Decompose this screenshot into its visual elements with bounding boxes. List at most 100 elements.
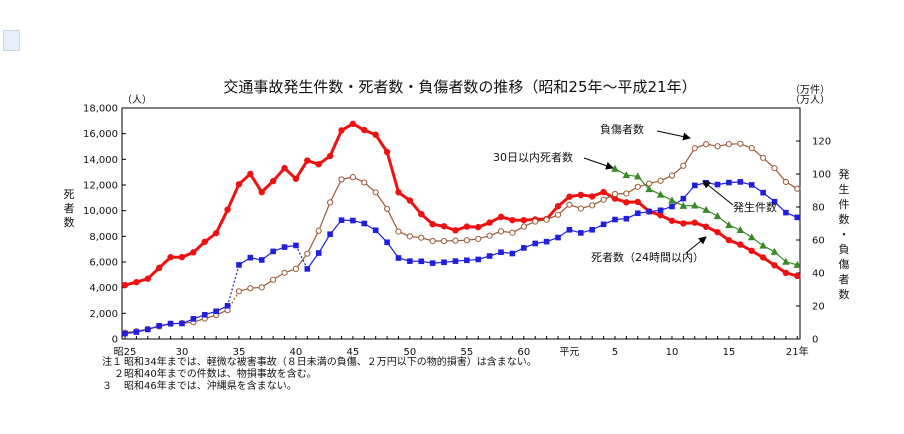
right-axis-label-char: 数: [839, 213, 850, 226]
data-point: [406, 233, 413, 240]
data-point: [429, 221, 436, 228]
data-point: [566, 226, 573, 233]
right-axis-label-char: ・: [839, 228, 850, 241]
data-point: [304, 266, 311, 272]
data-point: [611, 190, 619, 198]
note-number: 注１: [102, 357, 122, 368]
data-point: [372, 131, 379, 138]
data-point: [144, 326, 151, 333]
data-point: [566, 193, 573, 200]
series-line: [227, 264, 240, 306]
data-point: [612, 216, 618, 223]
data-point: [486, 232, 493, 239]
data-point: [577, 191, 584, 199]
data-point: [361, 179, 368, 186]
data-point: [350, 217, 356, 224]
data-point: [167, 254, 174, 261]
data-point: [247, 254, 254, 261]
data-point: [304, 250, 311, 257]
data-point: [656, 190, 665, 198]
x-tick-label: 45: [347, 347, 360, 358]
right-tick-label: 80: [812, 203, 825, 214]
data-point: [509, 229, 516, 236]
right-tick-label: 100: [812, 170, 831, 181]
data-point: [463, 223, 471, 230]
data-point: [726, 179, 732, 186]
data-point: [747, 233, 756, 241]
data-point: [497, 213, 505, 221]
x-tick-label: 5: [612, 347, 618, 358]
data-point: [611, 164, 619, 172]
data-point: [509, 250, 516, 257]
data-point: [440, 223, 448, 230]
series-line: [124, 305, 228, 335]
left-tick-label: 18,000: [83, 104, 118, 115]
data-point: [543, 216, 550, 223]
data-point: [281, 164, 288, 172]
data-point: [532, 240, 539, 247]
data-point: [690, 201, 699, 209]
chart-title: 交通事故発生件数・死者数・負傷者数の推移（昭和25年～平成21年）: [223, 78, 696, 96]
data-point: [201, 238, 208, 245]
data-point: [383, 148, 391, 156]
left-axis-label-char: 死: [64, 188, 75, 201]
data-point: [691, 182, 698, 189]
data-point: [475, 256, 482, 263]
data-point: [669, 203, 675, 210]
data-point: [327, 199, 334, 206]
data-point: [600, 221, 607, 228]
data-point: [566, 201, 573, 208]
text-layer: 0 2,000 4,000 6,000 8,000 10,000 12,000 14,000 1…: [64, 78, 850, 358]
data-point: [235, 181, 243, 188]
data-point: [577, 205, 584, 212]
data-point: [212, 229, 220, 237]
left-tick-label: 0: [112, 335, 118, 346]
left-tick-label: 10,000: [83, 206, 118, 217]
data-point: [418, 210, 425, 218]
data-point: [463, 237, 470, 244]
right-axis-label-char: 者: [839, 273, 850, 286]
data-point: [657, 207, 664, 214]
data-point: [144, 275, 151, 282]
annotation-arrow: [656, 130, 691, 141]
data-point: [452, 227, 459, 234]
data-point: [680, 162, 687, 169]
x-tick-label: 30: [176, 347, 189, 358]
data-point: [725, 221, 733, 229]
data-point: [543, 238, 550, 245]
data-point: [702, 205, 710, 213]
data-point: [497, 228, 505, 235]
note-number: ２: [114, 369, 124, 380]
data-point: [304, 157, 311, 164]
frame-layer: [121, 107, 801, 340]
right-axis-unit-top: （万件）: [790, 84, 830, 96]
data-point: [760, 154, 767, 161]
data-point: [736, 226, 745, 234]
data-point: [794, 272, 801, 280]
data-point: [281, 269, 288, 276]
data-point: [326, 152, 334, 160]
data-point: [258, 284, 265, 291]
data-point: [555, 234, 561, 241]
data-point: [452, 237, 459, 244]
data-point: [270, 276, 277, 283]
data-point: [737, 241, 744, 248]
data-point: [634, 183, 641, 190]
data-point: [793, 260, 802, 268]
data-point: [178, 253, 186, 261]
data-point: [384, 239, 390, 246]
data-point: [714, 143, 721, 150]
left-tick-label: 4,000: [89, 283, 118, 294]
data-point: [406, 197, 414, 204]
data-point: [520, 223, 527, 230]
data-point: [383, 205, 391, 212]
data-point: [737, 140, 744, 147]
notes: 注１ 昭和34年までは、軽微な被害事故（８日未満の負傷、２万円以下の物的損害）は含…: [102, 357, 537, 393]
data-point: [269, 177, 277, 185]
data-point: [235, 288, 243, 295]
annotation-accidents: 発生件数: [733, 200, 777, 214]
data-point: [121, 281, 129, 289]
data-point: [315, 227, 322, 234]
data-point: [782, 257, 790, 265]
x-tick-label: 21年: [786, 345, 809, 358]
